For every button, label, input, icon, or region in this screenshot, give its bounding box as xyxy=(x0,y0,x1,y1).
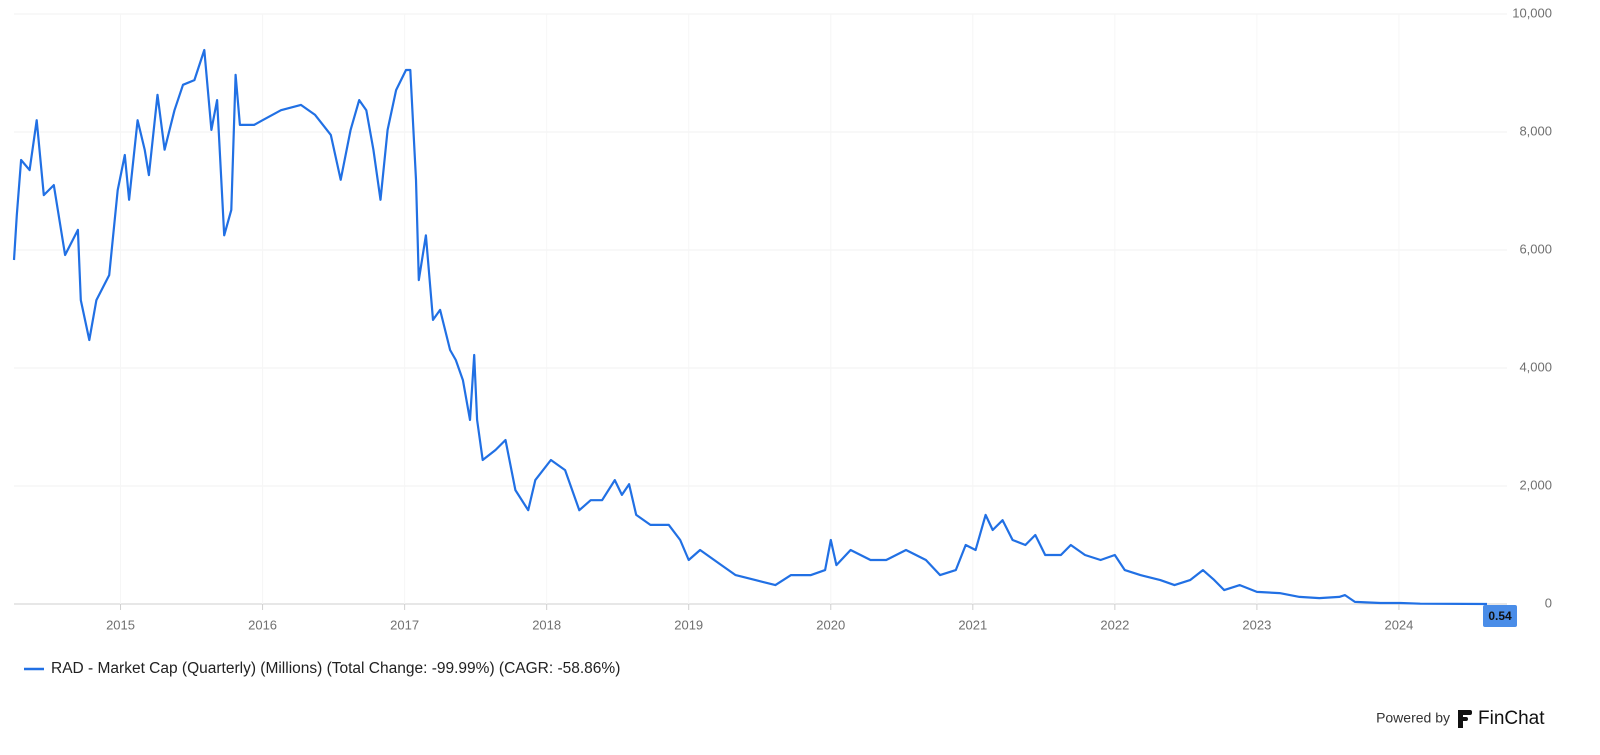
last-value-label: 0.54 xyxy=(1488,609,1512,623)
x-tick-label: 2018 xyxy=(532,617,561,632)
x-tick-label: 2021 xyxy=(958,617,987,632)
x-tick-label: 2017 xyxy=(390,617,419,632)
last-value-box xyxy=(1483,604,1517,627)
x-tick-label: 2015 xyxy=(106,617,135,632)
logo-bar xyxy=(1458,717,1468,721)
x-tick-label: 2019 xyxy=(674,617,703,632)
y-tick-label: 2,000 xyxy=(1519,477,1552,492)
y-tick-label: 10,000 xyxy=(1512,5,1552,20)
x-tick-label: 2016 xyxy=(248,617,277,632)
y-tick-label: 8,000 xyxy=(1519,123,1552,138)
brand: FinChat xyxy=(1478,708,1545,729)
x-tick-label: 2024 xyxy=(1384,617,1413,632)
legend-label: RAD - Market Cap (Quarterly) (Millions) … xyxy=(51,660,620,677)
x-tick-label: 2022 xyxy=(1100,617,1129,632)
powered-by: Powered by xyxy=(1376,710,1450,726)
y-tick-label: 4,000 xyxy=(1519,359,1552,374)
logo-bar xyxy=(1458,710,1472,715)
finchat-logo xyxy=(1458,710,1472,728)
y-tick-label: 6,000 xyxy=(1519,241,1552,256)
series-line xyxy=(12,48,1488,606)
x-tick-label: 2020 xyxy=(816,617,845,632)
x-tick-label: 2023 xyxy=(1242,617,1271,632)
y-tick-label: 0 xyxy=(1545,595,1552,610)
